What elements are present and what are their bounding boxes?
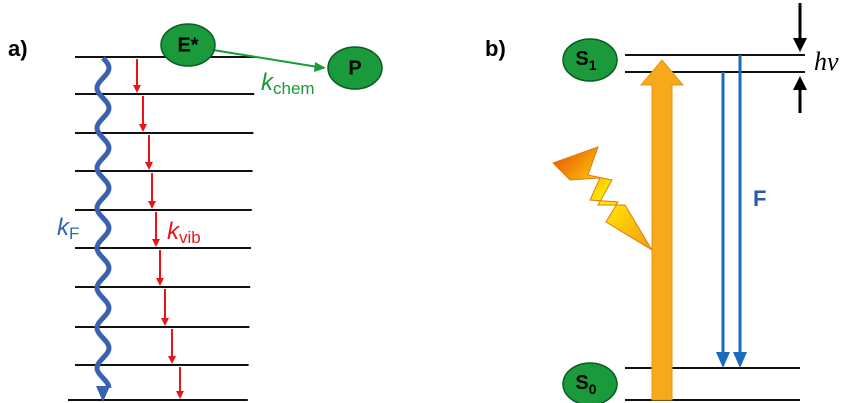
relax-arrowhead bbox=[145, 162, 153, 170]
relax-arrowhead bbox=[139, 124, 147, 132]
relax-arrowhead bbox=[152, 239, 160, 247]
relax-arrowhead bbox=[148, 201, 156, 209]
subscript: vib bbox=[179, 228, 201, 247]
diagram: a) E* P kchem kF kvib b) F hν S1 S0 bbox=[0, 0, 846, 403]
panel-label: b) bbox=[485, 36, 506, 61]
subscript: 0 bbox=[589, 381, 597, 397]
reaction-arrow bbox=[213, 50, 318, 67]
relax-arrowhead bbox=[168, 356, 176, 364]
gap-arrowhead bbox=[793, 76, 807, 90]
panel-label: a) bbox=[8, 36, 28, 61]
relax-arrowhead bbox=[133, 85, 141, 93]
fluorescence-wave bbox=[97, 58, 109, 388]
relax-arrowhead bbox=[176, 391, 184, 399]
lightning bbox=[553, 147, 652, 250]
k-vib: kvib bbox=[167, 218, 201, 247]
fluorescence-label: F bbox=[753, 186, 766, 211]
reaction-arrowhead bbox=[314, 62, 326, 72]
energy-levels bbox=[68, 57, 255, 400]
emission-arrowhead bbox=[716, 352, 730, 368]
emission-arrowhead bbox=[733, 352, 747, 368]
subscript: 1 bbox=[589, 57, 597, 73]
symbol: S bbox=[575, 48, 588, 70]
relax-arrowhead bbox=[156, 278, 164, 286]
excited-state-label: E* bbox=[177, 34, 198, 56]
subscript: F bbox=[69, 224, 79, 243]
gap-arrowhead bbox=[793, 38, 807, 52]
absorption-arrow bbox=[641, 60, 683, 400]
k-chem: kchem bbox=[261, 69, 315, 98]
photon-label: hν bbox=[814, 47, 839, 76]
subscript: chem bbox=[273, 79, 315, 98]
relax-arrowhead bbox=[161, 318, 169, 326]
product-label: P bbox=[348, 57, 361, 79]
k-f: kF bbox=[57, 214, 79, 243]
symbol: S bbox=[575, 372, 588, 394]
